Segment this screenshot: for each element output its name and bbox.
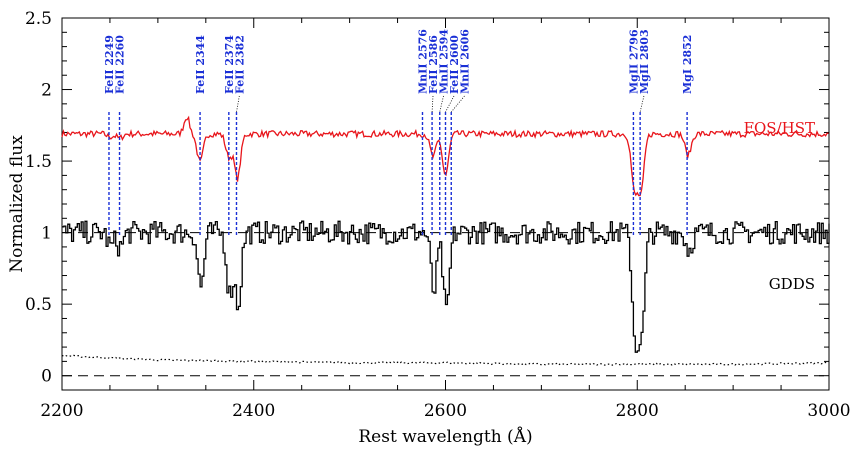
line-label: MgII 2796 (627, 29, 640, 94)
line-label: FeII 2249 (103, 35, 116, 94)
line-label: FeII 2382 (233, 35, 246, 94)
x-tick-label: 2800 (616, 401, 659, 421)
series-labels: FOS/HST GDDS (744, 119, 815, 293)
line-label: MnII 2576 (416, 29, 429, 94)
line-label: MnII 2594 (437, 29, 450, 94)
line-marker-leader (445, 95, 455, 113)
axis-ticks (61, 17, 830, 390)
gdds-label: GDDS (769, 275, 815, 293)
line-marker-leader (236, 95, 240, 113)
line-label: FeII 2586 (427, 35, 440, 94)
y-tick-label: 0 (41, 367, 52, 387)
y-tick-label: 1.5 (25, 152, 52, 172)
y-tick-label: 1 (41, 224, 52, 244)
line-label: MgI 2852 (681, 35, 694, 94)
line-label: MnII 2606 (458, 29, 471, 94)
x-tick-label: 2200 (40, 401, 83, 421)
line-marker-leader (450, 95, 465, 113)
line-marker-leader (639, 95, 645, 113)
line-marker-leader (439, 95, 444, 113)
x-axis-label: Rest wavelength (Å) (358, 426, 532, 447)
error-spectrum (61, 354, 830, 366)
line-label: MgII 2803 (638, 29, 651, 94)
y-tick-label: 2.5 (25, 9, 52, 29)
x-tick-label: 3000 (807, 401, 850, 421)
series-group (61, 115, 830, 377)
x-tick-label: 2400 (232, 401, 275, 421)
x-tick-label: 2600 (424, 401, 467, 421)
y-axis-label: Normalized flux (7, 135, 27, 273)
tick-labels: 2200 2400 2600 2800 3000 0 0.5 1 1.5 2 2.5 (25, 9, 851, 421)
line-label: FeII 2600 (448, 35, 461, 94)
line-label: FeII 2344 (194, 35, 207, 94)
line-label: FeII 2260 (114, 35, 127, 94)
fos-hst-label: FOS/HST (744, 119, 815, 137)
line-marker-leader (431, 95, 434, 113)
gdds-spectrum (62, 220, 830, 353)
y-tick-label: 0.5 (25, 295, 52, 315)
y-tick-label: 2 (41, 81, 52, 101)
line-label: FeII 2374 (223, 35, 236, 94)
